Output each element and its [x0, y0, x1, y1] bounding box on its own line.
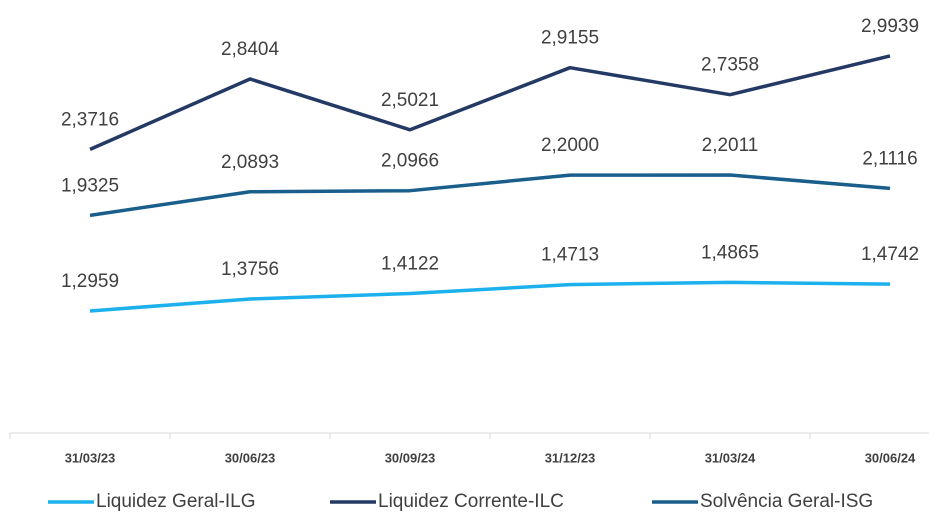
- data-label: 2,8404: [221, 39, 280, 60]
- series-line: [89, 173, 891, 218]
- legend-label: Liquidez Geral-ILG: [96, 491, 255, 512]
- data-label: 1,4865: [701, 242, 759, 263]
- x-tick-label: 31/12/23: [545, 450, 596, 465]
- data-label: 2,0893: [221, 152, 279, 173]
- data-label: 2,2000: [541, 135, 599, 156]
- data-label: 1,4122: [381, 254, 439, 275]
- x-tick-label: 30/09/23: [385, 450, 436, 465]
- data-label: 2,1116: [862, 148, 917, 169]
- data-label: 2,9939: [861, 16, 919, 37]
- x-tick-label: 30/06/24: [865, 450, 916, 465]
- series-line: [89, 280, 891, 313]
- data-label: 1,2959: [61, 271, 119, 292]
- x-tick-label: 31/03/23: [65, 450, 116, 465]
- data-label: 2,0966: [381, 151, 439, 172]
- series-line: [89, 54, 891, 151]
- data-label: 1,9325: [61, 175, 119, 196]
- x-tick-label: 30/06/23: [225, 450, 276, 465]
- data-label: 1,3756: [221, 259, 279, 280]
- x-tick-label: 31/03/24: [705, 450, 756, 465]
- data-label: 2,2011: [702, 135, 759, 156]
- data-label: 2,9155: [541, 28, 599, 49]
- data-label: 1,4713: [541, 245, 599, 266]
- data-label: 2,5021: [381, 90, 439, 111]
- legend-label: Solvência Geral-ISG: [700, 491, 873, 512]
- data-label: 1,4742: [861, 244, 919, 265]
- data-label: 2,3716: [61, 109, 119, 130]
- data-label: 2,7358: [701, 55, 759, 76]
- legend-label: Liquidez Corrente-ILC: [378, 491, 564, 512]
